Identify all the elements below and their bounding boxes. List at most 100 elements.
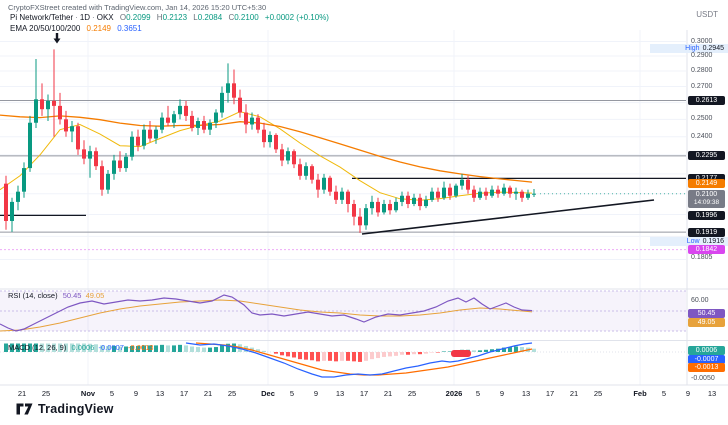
ema-legend[interactable]: EMA 20/50/100/200 0.2149 0.3651 <box>10 24 142 33</box>
macd-histogram-bar <box>10 343 14 352</box>
macd-histogram-bar <box>46 343 50 352</box>
macd-histogram-bar <box>520 347 524 352</box>
candle-body <box>64 119 68 132</box>
high-price-row-value: 0.2945 <box>702 45 724 52</box>
rsi-legend[interactable]: RSI (14, close) 50.45 49.05 <box>8 291 104 300</box>
macd-histogram-bar <box>208 347 212 352</box>
macd-histogram-bar <box>40 343 44 352</box>
macd-histogram-bar <box>118 346 122 352</box>
macd-histogram-bar <box>292 352 296 358</box>
candle-body <box>412 197 416 204</box>
candle-body <box>190 115 194 128</box>
candle-body <box>286 151 290 161</box>
macd-axis-tick: -0.0050 <box>691 375 715 382</box>
candle-body <box>496 189 500 194</box>
time-axis-label: 21 <box>17 389 27 398</box>
high-value: 0.2123 <box>162 13 188 22</box>
candle-body <box>292 151 296 165</box>
time-axis-label: 2026 <box>445 389 463 398</box>
time-axis-label: 21 <box>569 389 579 398</box>
candle-body <box>472 189 476 198</box>
separator-dot: · <box>75 13 78 22</box>
macd-layer <box>0 342 686 378</box>
candle-body <box>244 112 248 125</box>
candle-body <box>346 191 350 204</box>
time-axis-label: 5 <box>661 389 667 398</box>
price-line-badge: 0.1996 <box>688 210 725 220</box>
candle-body <box>298 164 302 176</box>
candle-body <box>262 129 266 143</box>
macd-histogram-bar <box>304 352 308 360</box>
high-label: H <box>156 13 163 22</box>
macd-histogram-bar <box>424 352 428 354</box>
candle-body <box>82 149 86 159</box>
time-axis-label: 17 <box>545 389 555 398</box>
price-axis-tick: 0.3000 <box>691 37 713 45</box>
current-price-badge: 0.2100 14:09:38 <box>688 190 725 208</box>
time-axis-label: 25 <box>593 389 603 398</box>
macd-histogram-bar <box>148 345 152 352</box>
macd-histogram-bar <box>400 352 404 355</box>
candle-body <box>448 187 452 196</box>
low-price-row-label: Low <box>686 238 700 245</box>
macd-histogram-bar <box>274 352 278 354</box>
rsi-layer <box>0 290 686 332</box>
macd-histogram-bar <box>136 345 140 352</box>
candle-body <box>364 208 368 226</box>
macd-histogram-bar <box>100 345 104 352</box>
candle-body <box>76 126 80 150</box>
candle-body <box>280 149 284 161</box>
candle-body <box>202 121 206 130</box>
candle-body <box>322 177 326 190</box>
time-axis-label: 25 <box>41 389 51 398</box>
macd-histogram-bar <box>472 350 476 352</box>
rsi-ma-line <box>0 299 533 332</box>
candle-body <box>508 187 512 194</box>
candle-body <box>352 203 356 217</box>
macd-histogram-bar <box>166 345 170 352</box>
candle-body <box>526 193 530 198</box>
time-axis-label: 9 <box>133 389 139 398</box>
macd-alert-marker <box>451 350 471 357</box>
price-axis-tick: 0.2500 <box>691 115 713 123</box>
candle-body <box>406 195 410 204</box>
macd-histogram-bar <box>94 344 98 352</box>
macd-histogram-bar <box>484 349 488 352</box>
candle-body <box>184 105 188 116</box>
macd-histogram-bar <box>4 343 8 352</box>
candle-body <box>238 97 242 113</box>
candle-body <box>4 183 8 221</box>
macd-histogram-bar <box>346 352 350 361</box>
time-axis-label: 17 <box>179 389 189 398</box>
macd-histogram-bar <box>532 348 536 352</box>
candle-body <box>454 185 458 196</box>
macd-legend[interactable]: MACD (12, 26, 9) 0.0006 -0.0007 -0.0013 <box>8 343 153 352</box>
macd-histogram-bar <box>172 345 176 352</box>
candle-body <box>328 177 332 192</box>
down-arrow-marker <box>53 33 61 44</box>
time-axis-label: 21 <box>203 389 213 398</box>
candle-body <box>514 191 518 194</box>
macd-line-value: -0.0007 <box>98 343 124 352</box>
rsi-ma-value: 49.05 <box>85 291 105 300</box>
macd-histogram-bar <box>364 352 368 361</box>
candle-body <box>466 179 470 190</box>
symbol-legend[interactable]: Pi Network/Tether · 1D · OKX O0.2099 H0.2123… <box>10 13 329 22</box>
time-axis-label: 5 <box>475 389 481 398</box>
candle-body <box>118 160 122 169</box>
tradingview-brand[interactable]: TradingView <box>16 402 114 416</box>
macd-histogram-bar <box>82 343 86 352</box>
separator-dot: · <box>92 13 95 22</box>
tradingview-logo-icon <box>16 403 33 415</box>
candle-body <box>250 117 254 125</box>
close-label: C <box>228 13 235 22</box>
candle-body <box>436 191 440 198</box>
rsi-value-badge: 50.45 <box>688 309 725 318</box>
candle-body <box>274 134 278 150</box>
price-axis-tick: 0.2800 <box>691 67 713 74</box>
macd-histogram-bar <box>220 345 224 352</box>
symbol-name: Pi Network/Tether <box>10 13 74 22</box>
macd-value-badge: -0.0007 <box>688 355 725 364</box>
candle-body <box>154 129 158 139</box>
